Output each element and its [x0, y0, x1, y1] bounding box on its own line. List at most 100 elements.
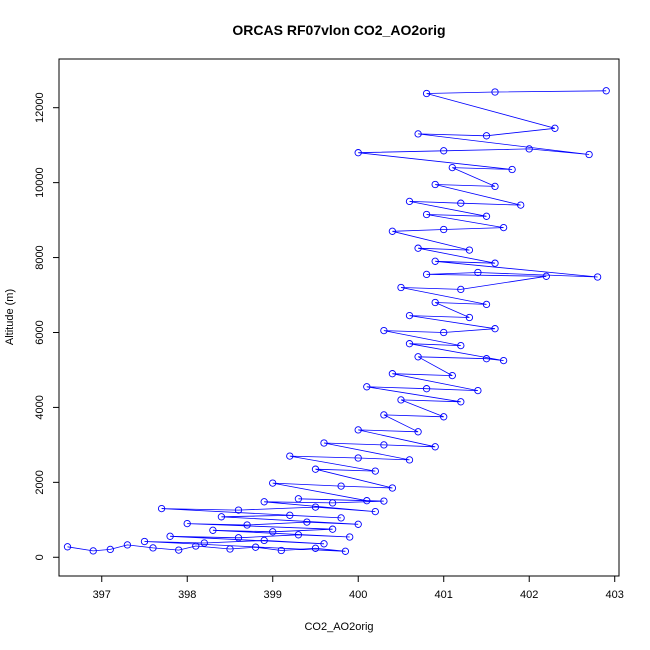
data-point: [371, 467, 379, 475]
data-point: [388, 227, 397, 235]
data-point: [363, 383, 371, 391]
data-point: [491, 325, 499, 333]
x-tick-label: 403: [606, 589, 624, 601]
data-point: [585, 150, 593, 159]
data-point: [89, 547, 97, 555]
y-tick-label: 4000: [34, 395, 46, 419]
data-point: [371, 507, 379, 516]
data-point: [260, 498, 268, 506]
data-point: [346, 533, 354, 541]
y-tick-label: 10000: [34, 167, 46, 198]
data-point: [294, 531, 303, 539]
data-point: [491, 182, 499, 191]
data-point: [234, 534, 243, 542]
data-point: [457, 199, 465, 207]
data-point: [354, 149, 362, 157]
data-point: [354, 520, 362, 528]
data-point: [63, 543, 72, 551]
y-tick-label: 6000: [34, 320, 46, 344]
data-point: [448, 163, 456, 172]
data-point: [354, 426, 362, 434]
data-point: [457, 341, 465, 350]
data-point: [209, 526, 217, 534]
data-point: [337, 514, 345, 522]
data-point: [517, 201, 525, 209]
data-point: [303, 518, 311, 526]
data-point: [243, 521, 251, 529]
data-point: [405, 197, 414, 206]
data-point: [341, 547, 350, 555]
data-point: [440, 147, 448, 155]
data-point: [482, 355, 491, 363]
data-point: [422, 210, 431, 219]
data-point: [251, 543, 260, 551]
data-point: [269, 528, 277, 536]
data-point: [277, 546, 285, 555]
data-point: [465, 313, 474, 322]
data-point: [508, 165, 516, 174]
data-point: [328, 499, 337, 507]
x-axis: 397 398 399 400 401 402 403: [93, 575, 624, 601]
data-point: [260, 536, 268, 545]
data-point: [123, 541, 132, 549]
data-point: [380, 326, 388, 335]
data-point: [380, 411, 388, 419]
x-tick-label: 402: [520, 589, 538, 601]
data-point: [286, 511, 294, 519]
data-point: [354, 454, 362, 462]
data-point: [491, 259, 499, 267]
data-point: [525, 145, 533, 153]
data-point: [217, 513, 226, 521]
data-point: [431, 257, 439, 265]
data-point: [200, 539, 208, 547]
data-point: [183, 519, 191, 528]
data-point: [337, 482, 345, 490]
y-tick-label: 0: [34, 554, 46, 560]
data-point: [380, 497, 388, 505]
data-point: [328, 525, 337, 533]
data-point: [234, 506, 243, 514]
data-point: [320, 439, 328, 447]
y-tick-label: 8000: [34, 245, 46, 269]
data-point: [440, 413, 448, 421]
data-point: [311, 503, 320, 511]
data-point: [465, 246, 474, 254]
x-axis-label: CO2_AO2orig: [304, 621, 373, 633]
y-tick-label: 12000: [34, 92, 46, 123]
data-point: [140, 537, 149, 546]
data-point: [491, 88, 499, 96]
data-point: [422, 270, 431, 279]
data-point: [149, 544, 157, 552]
data-point: [414, 130, 422, 138]
data-point: [440, 328, 448, 337]
data-point: [602, 87, 610, 95]
data-point: [311, 465, 320, 473]
x-tick-label: 398: [178, 589, 196, 601]
data-point: [414, 244, 422, 252]
data-point: [388, 370, 397, 378]
plot-area: [58, 58, 620, 577]
data-point: [414, 428, 422, 436]
data-point: [397, 283, 405, 292]
data-point: [457, 285, 465, 294]
data-point: [294, 495, 303, 503]
data-point: [286, 452, 294, 460]
data-point: [482, 132, 491, 140]
y-axis: 0 2000 4000 6000 8000 10000 12000: [34, 92, 60, 560]
data-point: [320, 540, 328, 548]
data-point: [405, 456, 414, 464]
data-point: [175, 546, 183, 554]
data-point: [482, 212, 491, 220]
x-tick-label: 401: [435, 589, 453, 601]
data-point: [405, 311, 414, 320]
data-point: [474, 386, 482, 395]
data-point: [397, 396, 405, 404]
series-layer: [63, 87, 610, 555]
data-point: [431, 443, 439, 451]
data-point: [482, 300, 491, 309]
x-tick-label: 397: [93, 589, 111, 601]
data-point: [414, 353, 422, 361]
data-point: [499, 356, 508, 365]
x-tick-label: 400: [349, 589, 367, 601]
